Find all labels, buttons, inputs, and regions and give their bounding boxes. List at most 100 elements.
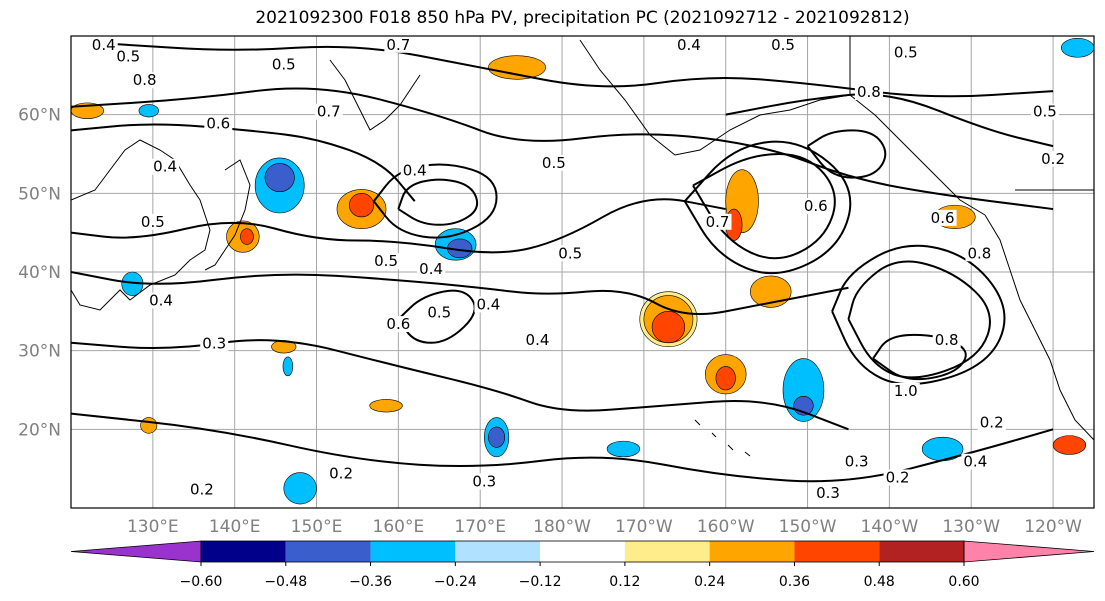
contour-label-backdrop xyxy=(147,292,176,309)
north-america-coastline xyxy=(984,214,1094,441)
pv-contour-line xyxy=(397,178,479,226)
contour-label: 0.5 xyxy=(771,36,795,54)
latitude-label: 50°N xyxy=(18,184,61,204)
pv-contour-line xyxy=(111,42,1054,98)
precip-patch xyxy=(283,472,317,505)
longitude-label: 130°W xyxy=(942,517,1000,537)
longitude-label: 120°W xyxy=(1024,517,1082,537)
colorbar-segment xyxy=(455,541,541,562)
contour-label: 0.2 xyxy=(1041,150,1065,168)
contour-label: 0.3 xyxy=(816,484,840,502)
colorbar: −0.60 −0.48 −0.36 −0.24 −0.12 0.12 0.24 0.36 0.4… xyxy=(70,540,1095,590)
precip-patch xyxy=(1060,38,1094,58)
pv-contour-line xyxy=(725,93,1054,148)
contour-label-backdrop xyxy=(932,331,961,348)
colorbar-tick-label: −0.48 xyxy=(264,574,307,590)
contour-label-backdrop xyxy=(961,453,990,470)
contour-label-backdrop xyxy=(314,103,343,120)
pv-contour-line xyxy=(71,412,1054,483)
latitude-label: 20°N xyxy=(18,420,61,440)
contour-label-backdrop xyxy=(425,304,454,321)
contour-label-backdrop xyxy=(769,36,798,53)
contour-label-backdrop xyxy=(327,465,356,482)
precip-patch xyxy=(369,399,403,413)
pv-contour-line xyxy=(831,244,1006,386)
pv-contour-labels: 0.4 0.5 0.8 0.7 0.5 0.6 0.7 0.4 0.5 0.4 0.3 0.4 0.5 0… xyxy=(89,36,1068,502)
longitude-label: 150°W xyxy=(779,517,837,537)
longitude-label: 150°E xyxy=(291,517,343,537)
contour-label-backdrop xyxy=(400,162,429,179)
asia-coastline xyxy=(71,139,211,311)
longitude-labels: 130°E 140°E 150°E 160°E 170°E 180°W 170°W 160°W… xyxy=(127,517,1082,537)
colorbar-tick-label: 0.12 xyxy=(609,574,640,590)
coastlines xyxy=(71,36,1094,457)
colorbar-segment xyxy=(285,541,371,562)
contour-label-backdrop xyxy=(842,453,871,470)
contour-label-backdrop xyxy=(474,296,503,313)
longitude-label: 140°W xyxy=(861,517,919,537)
precip-patch xyxy=(1052,435,1087,455)
contour-label-backdrop xyxy=(674,36,703,53)
colorbar-tick-label: 0.48 xyxy=(864,574,895,590)
contour-label: 0.4 xyxy=(677,36,701,54)
contour-label: 0.2 xyxy=(329,465,353,483)
colorbar-tick-label: −0.24 xyxy=(434,574,477,590)
pv-contour-line xyxy=(71,198,726,254)
longitude-label: 160°E xyxy=(373,517,425,537)
pv-contours xyxy=(71,42,1054,483)
contour-label: 0.8 xyxy=(967,244,991,262)
precip-patch xyxy=(348,193,375,218)
map-frame xyxy=(70,35,1095,509)
contour-label-backdrop xyxy=(470,473,499,490)
contour-label-backdrop xyxy=(138,213,167,230)
colorbar-extend-low xyxy=(70,540,202,563)
contour-label-backdrop xyxy=(372,253,401,270)
contour-label: 0.4 xyxy=(403,162,427,180)
colorbar-segment xyxy=(201,541,286,562)
precip-patch xyxy=(782,358,825,422)
precip-patch xyxy=(651,311,686,344)
contour-label-backdrop xyxy=(187,481,216,498)
latitude-labels: 60°N 50°N 40°N 30°N 20°N xyxy=(18,106,61,441)
pv-contour-line xyxy=(847,260,991,379)
precip-patch xyxy=(488,55,546,80)
contour-label: 0.7 xyxy=(317,103,341,121)
contour-label-backdrop xyxy=(891,44,920,61)
contour-label-backdrop xyxy=(801,198,830,215)
pv-contour-line xyxy=(71,339,849,431)
colorbar-segment xyxy=(709,541,795,562)
colorbar-tick-label: −0.12 xyxy=(519,574,562,590)
precip-patch xyxy=(140,417,158,434)
contour-label: 0.5 xyxy=(894,44,918,62)
longitude-label: 170°E xyxy=(454,517,506,537)
longitude-label: 180°W xyxy=(533,517,591,537)
contour-label-backdrop xyxy=(891,382,920,399)
latitude-label: 40°N xyxy=(18,263,61,283)
alaska-coastline xyxy=(579,39,986,216)
contour-label: 0.7 xyxy=(386,36,410,54)
pv-contour-line xyxy=(71,271,849,315)
pv-contour-line xyxy=(872,333,967,381)
contour-label: 0.5 xyxy=(116,48,140,66)
canada-border xyxy=(849,36,1094,191)
hawaii-islands xyxy=(694,419,751,457)
longitude-label: 160°W xyxy=(697,517,755,537)
contour-label: 0.4 xyxy=(149,291,173,309)
contour-label-backdrop xyxy=(965,245,994,262)
contour-label-backdrop xyxy=(130,72,159,89)
contour-label: 0.3 xyxy=(845,453,869,471)
contour-label: 0.3 xyxy=(202,335,226,353)
contour-label-backdrop xyxy=(703,213,732,230)
contour-label: 0.6 xyxy=(206,114,230,132)
contour-label-backdrop xyxy=(928,209,957,226)
contour-label: 0.5 xyxy=(374,252,398,270)
contour-label: 0.8 xyxy=(935,331,959,349)
precip-patch xyxy=(715,366,736,391)
contour-label: 0.6 xyxy=(804,197,828,215)
pv-contour-line xyxy=(806,129,887,179)
contour-label: 0.2 xyxy=(190,480,214,498)
colorbar-tick-label: −0.60 xyxy=(180,574,223,590)
precip-patch xyxy=(264,163,295,193)
contour-label: 0.4 xyxy=(963,453,987,471)
precip-patch xyxy=(240,228,254,245)
